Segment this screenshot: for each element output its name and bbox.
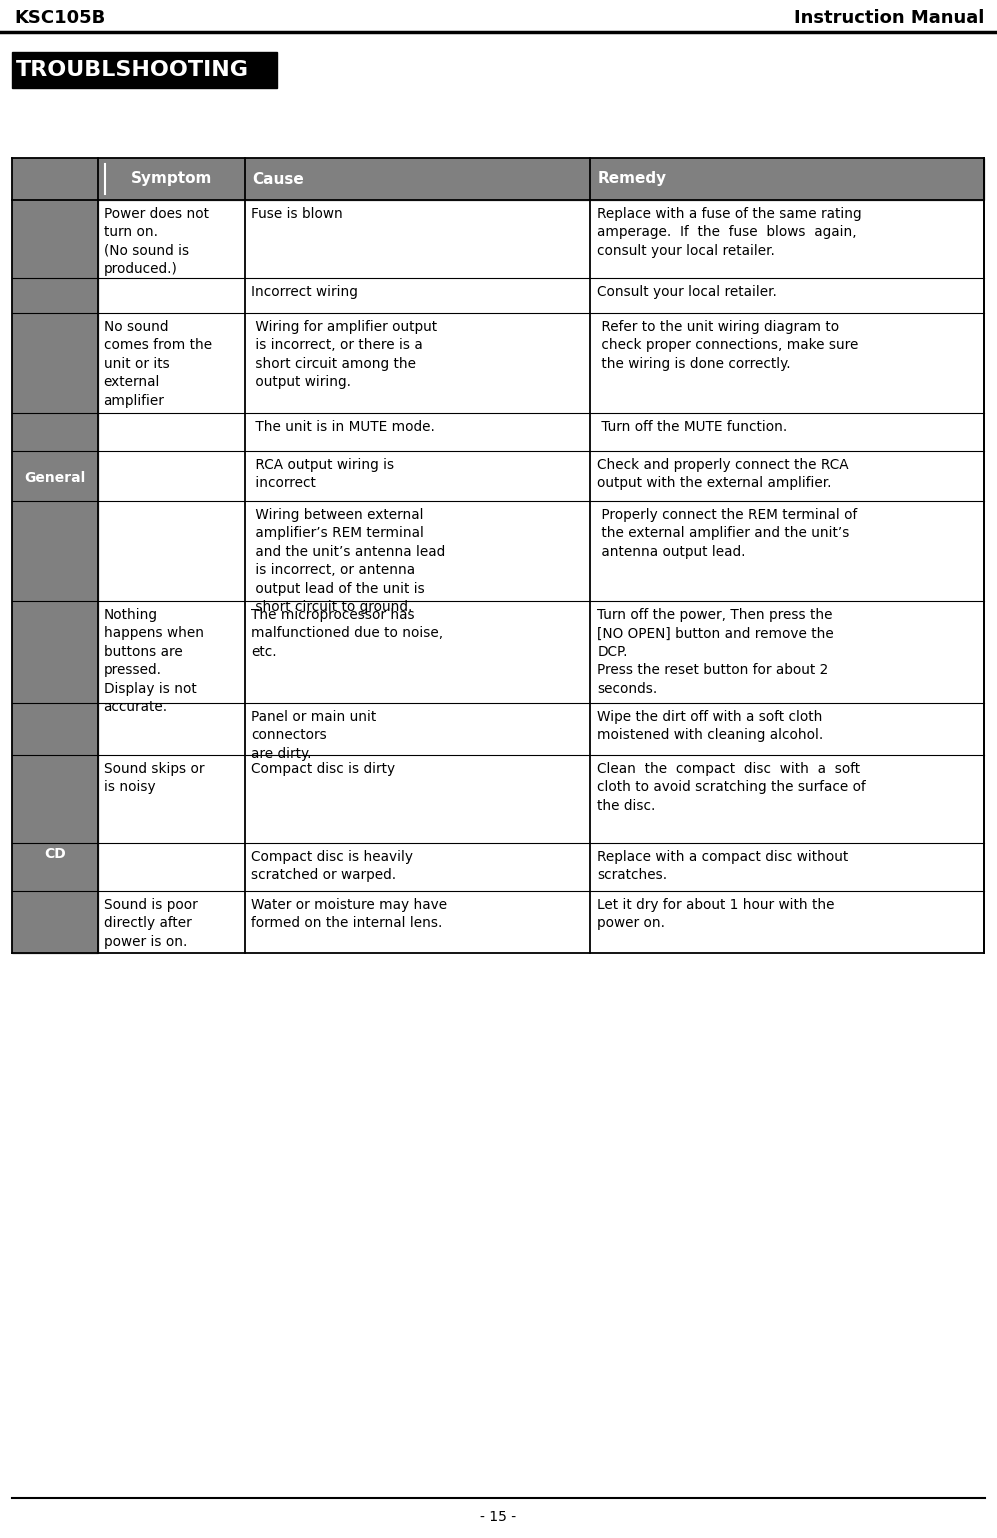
Text: Let it dry for about 1 hour with the
power on.: Let it dry for about 1 hour with the pow… (597, 898, 834, 930)
Text: Sound skips or
is noisy: Sound skips or is noisy (104, 761, 204, 795)
Bar (12, 158, 984, 954)
Text: Properly connect the REM terminal of
 the external amplifier and the unit’s
 ant: Properly connect the REM terminal of the… (597, 508, 857, 558)
Text: Nothing
happens when
buttons are
pressed.
Display is not
accurate.: Nothing happens when buttons are pressed… (104, 608, 203, 714)
Text: Clean  the  compact  disc  with  a  soft
cloth to avoid scratching the surface o: Clean the compact disc with a soft cloth… (597, 761, 866, 812)
Text: RCA output wiring is
 incorrect: RCA output wiring is incorrect (251, 458, 395, 491)
Text: Fuse is blown: Fuse is blown (251, 208, 343, 221)
Bar (12, 200, 98, 755)
Text: Wiring between external
 amplifier’s REM terminal
 and the unit’s antenna lead
 : Wiring between external amplifier’s REM … (251, 508, 446, 614)
Bar (12, 52, 277, 88)
Text: Symptom: Symptom (131, 172, 212, 186)
Text: Instruction Manual: Instruction Manual (794, 9, 984, 28)
Text: General: General (24, 471, 86, 484)
Text: Turn off the power, Then press the
[NO OPEN] button and remove the
DCP.
Press th: Turn off the power, Then press the [NO O… (597, 608, 834, 695)
Text: The microprocessor has
malfunctioned due to noise,
etc.: The microprocessor has malfunctioned due… (251, 608, 444, 658)
Text: Turn off the MUTE function.: Turn off the MUTE function. (597, 420, 788, 434)
Text: Water or moisture may have
formed on the internal lens.: Water or moisture may have formed on the… (251, 898, 448, 930)
Text: Panel or main unit
connectors
are dirty.: Panel or main unit connectors are dirty. (251, 711, 377, 761)
Text: No sound
comes from the
unit or its
external
amplifier: No sound comes from the unit or its exte… (104, 320, 211, 408)
Bar (12, 158, 984, 200)
Text: Refer to the unit wiring diagram to
 check proper connections, make sure
 the wi: Refer to the unit wiring diagram to chec… (597, 320, 858, 371)
Text: Consult your local retailer.: Consult your local retailer. (597, 285, 778, 298)
Bar (12, 755, 98, 954)
Text: TROUBLSHOOTING: TROUBLSHOOTING (16, 60, 249, 80)
Text: Cause: Cause (252, 172, 304, 186)
Text: CD: CD (44, 847, 66, 861)
Text: - 15 -: - 15 - (481, 1510, 516, 1524)
Text: Power does not
turn on.
(No sound is
produced.): Power does not turn on. (No sound is pro… (104, 208, 208, 277)
Text: Wiring for amplifier output
 is incorrect, or there is a
 short circuit among th: Wiring for amplifier output is incorrect… (251, 320, 438, 389)
Text: Incorrect wiring: Incorrect wiring (251, 285, 358, 298)
Text: Remedy: Remedy (597, 172, 666, 186)
Text: Sound is poor
directly after
power is on.: Sound is poor directly after power is on… (104, 898, 197, 949)
Text: Compact disc is dirty: Compact disc is dirty (251, 761, 396, 777)
Text: Replace with a fuse of the same rating
amperage.  If  the  fuse  blows  again,
c: Replace with a fuse of the same rating a… (597, 208, 862, 258)
Text: Compact disc is heavily
scratched or warped.: Compact disc is heavily scratched or war… (251, 851, 414, 883)
Text: Wipe the dirt off with a soft cloth
moistened with cleaning alcohol.: Wipe the dirt off with a soft cloth mois… (597, 711, 824, 743)
Text: The unit is in MUTE mode.: The unit is in MUTE mode. (251, 420, 435, 434)
Text: Check and properly connect the RCA
output with the external amplifier.: Check and properly connect the RCA outpu… (597, 458, 849, 491)
Text: Replace with a compact disc without
scratches.: Replace with a compact disc without scra… (597, 851, 848, 883)
Text: KSC105B: KSC105B (14, 9, 106, 28)
